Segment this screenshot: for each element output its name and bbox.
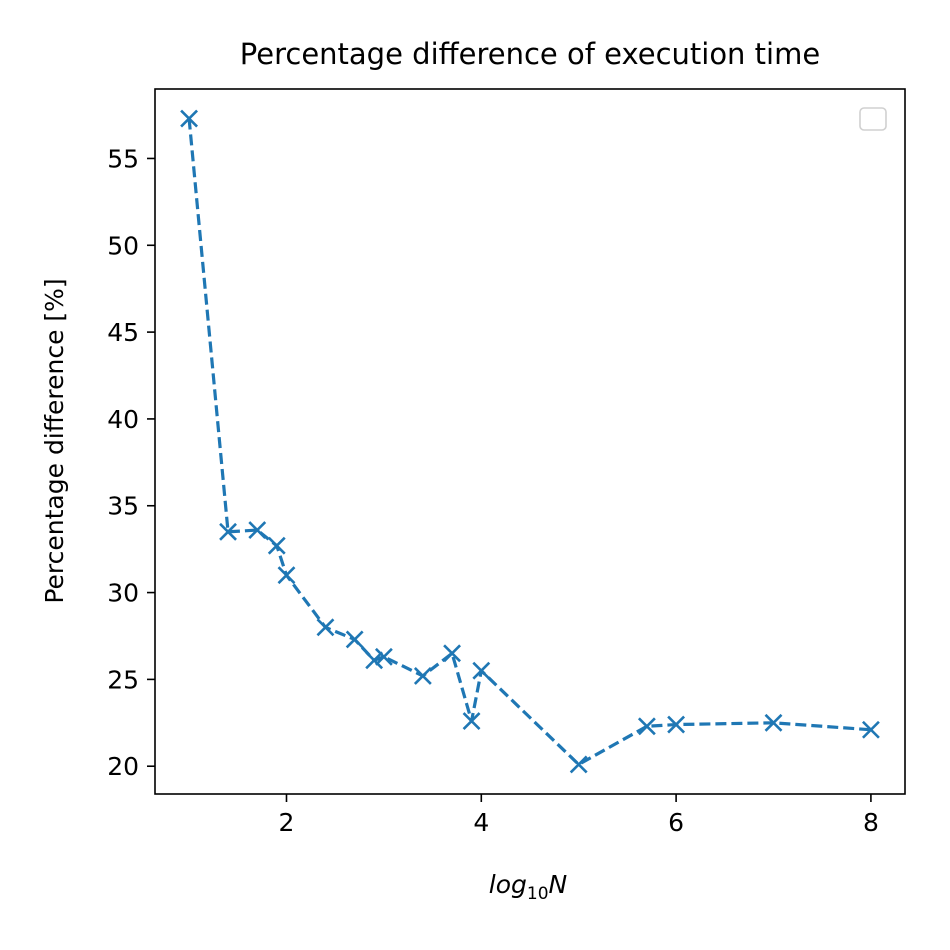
data-point-marker xyxy=(374,647,393,666)
x-axis-label-subscript: 10 xyxy=(527,884,549,904)
data-point-marker xyxy=(180,109,199,128)
y-tick-label: 55 xyxy=(107,144,139,173)
data-point-marker xyxy=(667,715,686,734)
data-point-marker xyxy=(219,522,237,541)
legend-box xyxy=(859,107,887,131)
data-point-marker xyxy=(472,661,491,680)
y-tick-label: 45 xyxy=(107,318,139,347)
y-tick-label: 35 xyxy=(107,492,139,521)
data-point-marker xyxy=(365,651,384,670)
data-point-marker xyxy=(443,644,461,663)
x-tick-label: 4 xyxy=(473,808,489,837)
data-point-marker xyxy=(316,618,335,637)
x-tick-label: 6 xyxy=(668,808,684,837)
data-point-marker xyxy=(248,521,267,539)
data-point-marker xyxy=(637,717,656,736)
plot-frame xyxy=(154,88,906,795)
x-tick-label: 8 xyxy=(863,808,879,837)
chart-title: Percentage difference of execution time xyxy=(240,37,820,71)
data-point-marker xyxy=(277,566,296,585)
y-tick-label: 50 xyxy=(107,231,139,260)
y-axis-label: Percentage difference [%] xyxy=(40,278,69,603)
data-point-marker xyxy=(569,755,588,774)
data-point-marker xyxy=(267,536,286,555)
y-tick-label: 40 xyxy=(107,405,139,434)
data-point-marker xyxy=(413,667,432,685)
plot-area xyxy=(155,89,905,794)
data-point-marker xyxy=(861,720,880,739)
x-axis-label-variable: N xyxy=(549,870,568,899)
x-tick-label: 2 xyxy=(279,808,295,837)
x-axis-label-base: log xyxy=(489,870,527,899)
data-point-marker xyxy=(462,712,481,730)
series-layer xyxy=(180,109,880,774)
data-point-marker xyxy=(345,630,364,649)
y-tick-label: 25 xyxy=(107,665,139,694)
x-axis: 2 4 6 8 xyxy=(279,794,879,837)
y-tick-label: 20 xyxy=(107,752,139,781)
x-axis-label: log10N xyxy=(489,870,568,904)
y-axis: 20 25 30 35 40 45 50 55 xyxy=(107,144,155,781)
y-tick-label: 30 xyxy=(107,579,139,608)
data-point-marker xyxy=(764,713,783,732)
